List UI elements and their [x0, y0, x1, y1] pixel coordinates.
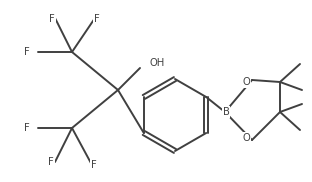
Text: O: O [242, 77, 250, 87]
Text: F: F [24, 123, 30, 133]
Text: O: O [242, 133, 250, 143]
Text: F: F [91, 160, 97, 170]
Text: OH: OH [150, 58, 165, 68]
Text: F: F [48, 157, 54, 167]
Text: F: F [24, 47, 30, 57]
Text: F: F [49, 14, 55, 24]
Text: F: F [94, 14, 100, 24]
Text: B: B [222, 107, 229, 117]
